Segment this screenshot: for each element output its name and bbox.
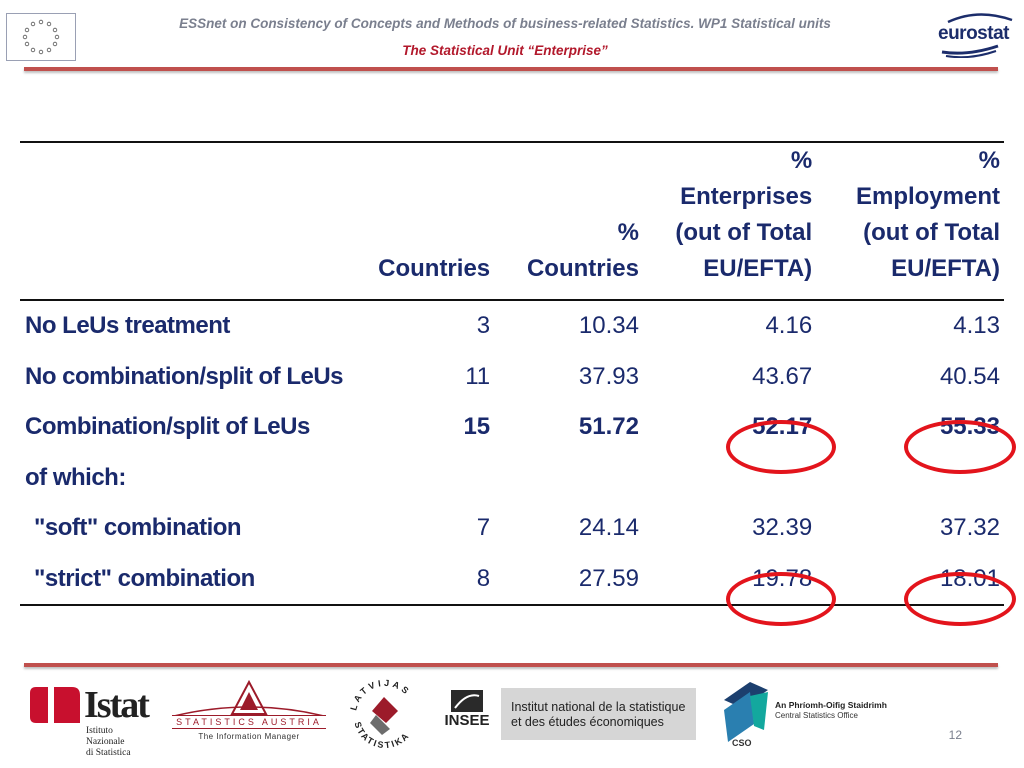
istat-subtitle: Istituto Nazionale di Statistica bbox=[86, 726, 131, 758]
austria-triangle-icon bbox=[173, 680, 325, 716]
insee-full-name: Institut national de la statistique et d… bbox=[511, 700, 686, 729]
cell-pct-enterprises: 19.78 bbox=[752, 564, 813, 592]
cell-pct-employment: 40.54 bbox=[939, 362, 1000, 390]
austria-wordmark: STATISTICS AUSTRIA bbox=[172, 715, 326, 729]
cell-countries: 7 bbox=[476, 514, 491, 542]
cell-countries: 3 bbox=[476, 312, 491, 340]
cell-pct-employment: 55.33 bbox=[939, 413, 1000, 441]
column-header-countries: Countries bbox=[378, 255, 491, 282]
row-label: No combination/split of LeUs bbox=[25, 362, 344, 390]
row-label: of which: bbox=[25, 463, 126, 491]
cell-pct-enterprises bbox=[643, 453, 816, 504]
cell-pct-countries: 27.59 bbox=[578, 564, 639, 592]
table-row: No LeUs treatment 3 10.34 4.16 4.13 bbox=[20, 300, 1004, 352]
cell-pct-countries: 10.34 bbox=[578, 312, 639, 340]
cell-pct-employment: 4.13 bbox=[953, 312, 1000, 340]
austria-tagline: The Information Manager bbox=[198, 732, 300, 741]
eurostat-logo: eurostat bbox=[938, 10, 1018, 58]
cso-abbrev-text: CSO bbox=[732, 738, 752, 748]
cell-pct-countries: 24.14 bbox=[578, 514, 639, 542]
cell-countries: 8 bbox=[476, 564, 491, 592]
cso-mark-icon: CSO bbox=[724, 682, 768, 748]
istat-mark-icon bbox=[30, 687, 80, 723]
header-divider bbox=[24, 67, 998, 71]
istat-wordmark: Istat bbox=[84, 684, 150, 726]
eu-flag-logo bbox=[6, 13, 76, 61]
cell-pct-enterprises: 32.39 bbox=[752, 514, 813, 542]
cell-pct-countries: 51.72 bbox=[578, 413, 639, 441]
insee-wordmark: INSEE bbox=[444, 712, 490, 729]
cell-pct-employment bbox=[816, 453, 1004, 504]
column-header-pct-enterprises: % Enterprises (out of Total EU/EFTA) bbox=[675, 147, 813, 282]
column-header-pct-employment: % Employment (out of Total EU/EFTA) bbox=[855, 147, 1000, 282]
insee-logo: INSEE Institut national de la statistiqu… bbox=[441, 688, 696, 740]
cell-countries bbox=[367, 453, 494, 504]
cell-pct-countries bbox=[494, 453, 643, 504]
cell-pct-employment: 18.01 bbox=[939, 564, 1000, 592]
cell-pct-enterprises: 52.17 bbox=[752, 413, 813, 441]
istat-logo: Istat Istituto Nazionale di Statistica bbox=[28, 683, 153, 758]
presentation-title: ESSnet on Consistency of Concepts and Me… bbox=[179, 16, 831, 31]
cso-logo: CSO An Phríomh-Oifig Staidrimh Central S… bbox=[720, 680, 915, 750]
table-row: "strict" combination 8 27.59 19.78 18.01 bbox=[20, 554, 1004, 605]
table-row: Combination/split of LeUs 15 51.72 52.17… bbox=[20, 402, 1004, 453]
row-label: "soft" combination bbox=[34, 514, 242, 542]
presentation-subtitle: The Statistical Unit “Enterprise” bbox=[402, 43, 608, 58]
footer-divider bbox=[24, 663, 998, 667]
page-number: 12 bbox=[948, 728, 962, 742]
cell-pct-countries: 37.93 bbox=[578, 362, 639, 390]
column-header-pct-countries: % Countries bbox=[526, 219, 639, 282]
cell-pct-enterprises: 4.16 bbox=[765, 312, 813, 340]
insee-mark-icon bbox=[451, 690, 483, 712]
cell-pct-enterprises: 43.67 bbox=[752, 362, 813, 390]
cell-countries: 15 bbox=[463, 413, 491, 441]
cso-irish-name: An Phríomh-Oifig Staidrimh bbox=[775, 700, 887, 710]
eurostat-swoosh-icon bbox=[941, 13, 1013, 58]
cell-pct-employment: 37.32 bbox=[939, 514, 1000, 542]
table-row: of which: bbox=[20, 453, 1004, 504]
row-label: "strict" combination bbox=[34, 564, 255, 592]
eu-flag-icon bbox=[22, 19, 60, 55]
table-row: "soft" combination 7 24.14 32.39 37.32 bbox=[20, 503, 1004, 554]
latvia-statistics-logo: LATVIJAS STATISTIKA bbox=[346, 675, 424, 755]
cell-countries: 11 bbox=[465, 362, 491, 390]
enterprise-statistics-table: Countries % Countries % Enterprises (out… bbox=[20, 141, 1004, 606]
table-row: No combination/split of LeUs 11 37.93 43… bbox=[20, 352, 1004, 403]
table-header-row: Countries % Countries % Enterprises (out… bbox=[20, 142, 1004, 300]
eurostat-logo-text: eurostat bbox=[938, 23, 1009, 44]
latvia-seal-icon: LATVIJAS STATISTIKA bbox=[348, 678, 410, 750]
column-header-label bbox=[20, 142, 367, 300]
cso-english-name: Central Statistics Office bbox=[775, 711, 858, 720]
insee-name-box: Institut national de la statistique et d… bbox=[501, 688, 696, 740]
row-label: Combination/split of LeUs bbox=[25, 413, 310, 441]
row-label: No LeUs treatment bbox=[25, 312, 230, 340]
statistics-austria-logo: STATISTICS AUSTRIA The Information Manag… bbox=[168, 680, 330, 746]
